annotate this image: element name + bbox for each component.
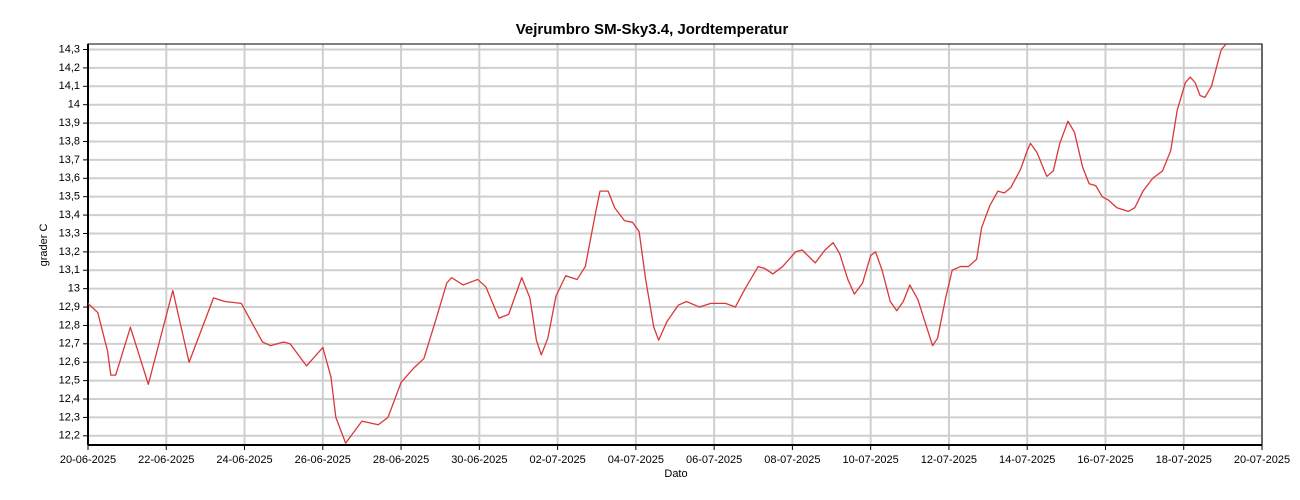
x-tick-label: 04-07-2025 (608, 454, 664, 466)
y-tick-label: 13,8 (59, 135, 80, 147)
x-tick-label: 24-06-2025 (216, 454, 272, 466)
chart-title: Vejrumbro SM-Sky3.4, Jordtemperatur (516, 21, 789, 38)
x-tick-label: 20-07-2025 (1234, 454, 1290, 466)
y-tick-label: 14,2 (59, 62, 80, 74)
x-axis-label: Dato (664, 468, 687, 480)
x-tick-label: 16-07-2025 (1077, 454, 1133, 466)
y-tick-label: 13,9 (59, 117, 80, 129)
y-tick-label: 13,2 (59, 246, 80, 258)
y-tick-label: 12,4 (59, 393, 80, 405)
y-tick-label: 13 (68, 283, 80, 295)
x-tick-label: 14-07-2025 (999, 454, 1055, 466)
y-tick-label: 12,5 (59, 375, 80, 387)
x-tick-label: 28-06-2025 (373, 454, 429, 466)
y-tick-label: 12,3 (59, 411, 80, 423)
y-tick-label: 14 (68, 99, 80, 111)
y-tick-label: 12,7 (59, 338, 80, 350)
x-tick-label: 08-07-2025 (764, 454, 820, 466)
y-tick-label: 14,1 (59, 80, 80, 92)
y-tick-label: 12,6 (59, 356, 80, 368)
y-tick-label: 12,2 (59, 430, 80, 442)
x-tick-label: 22-06-2025 (138, 454, 194, 466)
x-tick-label: 10-07-2025 (843, 454, 899, 466)
data-line (87, 43, 1227, 444)
x-tick-label: 26-06-2025 (295, 454, 351, 466)
x-tick-label: 12-07-2025 (921, 454, 977, 466)
x-tick-label: 06-07-2025 (686, 454, 742, 466)
x-tick-label: 20-06-2025 (60, 454, 116, 466)
y-tick-label: 14,3 (59, 43, 80, 55)
y-tick-label: 13,3 (59, 227, 80, 239)
y-tick-label: 13,1 (59, 264, 80, 276)
y-tick-label: 13,7 (59, 154, 80, 166)
y-tick-label: 12,8 (59, 319, 80, 331)
y-tick-label: 12,9 (59, 301, 80, 313)
y-tick-label: 13,5 (59, 191, 80, 203)
x-tick-label: 02-07-2025 (529, 454, 585, 466)
x-tick-label: 30-06-2025 (451, 454, 507, 466)
y-tick-label: 13,4 (59, 209, 80, 221)
x-tick-label: 18-07-2025 (1156, 454, 1212, 466)
y-axis-label: grader C (38, 224, 50, 267)
y-tick-label: 13,6 (59, 172, 80, 184)
